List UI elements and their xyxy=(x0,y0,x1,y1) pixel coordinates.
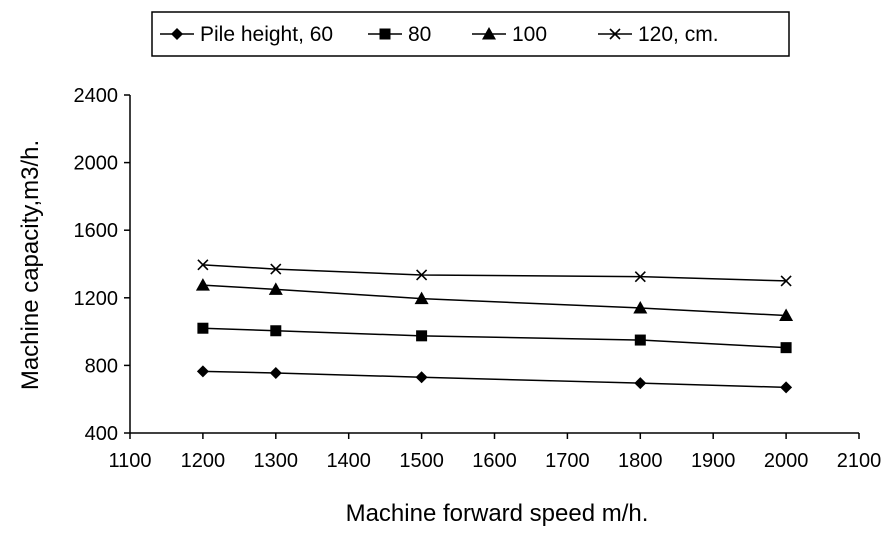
axes xyxy=(129,95,859,434)
data-point-x xyxy=(780,275,792,287)
legend-marker-triangle xyxy=(482,27,496,40)
data-point-x xyxy=(634,271,646,283)
legend: Pile height, 60 80 100 120, cm. xyxy=(151,11,790,57)
legend-item: 80 xyxy=(368,23,431,46)
x-tick-label: 1900 xyxy=(691,450,736,472)
data-point-triangle xyxy=(195,278,210,291)
legend-marker-square xyxy=(379,28,391,40)
data-point-diamond xyxy=(634,377,647,390)
data-point-square xyxy=(270,325,282,337)
series-line xyxy=(202,327,787,349)
legend-marker-x xyxy=(609,28,621,40)
legend-label: Pile height, 60 xyxy=(200,23,333,46)
data-point-square xyxy=(416,330,428,342)
legend-label: 80 xyxy=(408,23,431,46)
y-tick-label: 1600 xyxy=(74,220,119,242)
series-1 xyxy=(196,365,793,394)
series-2 xyxy=(197,322,792,354)
data-point-triangle xyxy=(779,308,794,322)
data-point-square xyxy=(197,322,209,334)
legend-label: 100 xyxy=(512,23,547,46)
x-tick-label: 1100 xyxy=(108,450,151,472)
data-point-diamond xyxy=(415,371,428,384)
data-point-triangle xyxy=(633,300,648,314)
data-point-triangle xyxy=(268,282,283,295)
y-tick-label: 2400 xyxy=(74,85,119,107)
y-tick-label: 400 xyxy=(85,423,118,445)
series-line xyxy=(202,284,787,317)
data-point-square xyxy=(634,334,646,346)
x-tick-label: 2000 xyxy=(764,450,809,472)
x-tick-label: 1500 xyxy=(399,450,444,472)
x-tick-label: 1700 xyxy=(545,450,590,472)
y-axis-title: Machine capacity,m3/h. xyxy=(17,140,44,390)
series-line xyxy=(202,264,787,282)
legend-item: 120, cm. xyxy=(598,23,719,46)
x-tick-label: 1600 xyxy=(472,450,517,472)
series-3 xyxy=(195,278,794,322)
x-tick-label: 1200 xyxy=(181,450,226,472)
legend-box xyxy=(151,11,790,57)
x-tick-label: 1800 xyxy=(618,450,663,472)
data-point-diamond xyxy=(780,381,793,394)
x-axis-title: Machine forward speed m/h. xyxy=(346,500,649,527)
y-tick-label: 800 xyxy=(85,355,118,377)
data-point-x xyxy=(197,259,209,271)
legend-marker-diamond xyxy=(171,28,183,40)
series-4 xyxy=(197,259,792,287)
series-line xyxy=(202,370,787,389)
data-point-x xyxy=(416,269,428,281)
data-point-square xyxy=(780,342,792,354)
data-point-diamond xyxy=(269,367,282,380)
data-point-diamond xyxy=(196,365,209,378)
x-tick-label: 1400 xyxy=(326,450,371,472)
data-point-triangle xyxy=(414,291,429,305)
x-tick-label: 1300 xyxy=(254,450,299,472)
legend-item: 100 xyxy=(472,23,547,46)
data-point-x xyxy=(270,263,282,275)
y-tick-label: 1200 xyxy=(74,288,119,310)
legend-label: 120, cm. xyxy=(638,23,719,46)
y-tick-label: 2000 xyxy=(74,153,119,175)
legend-item: Pile height, 60 xyxy=(160,23,333,46)
x-tick-label: 2100 xyxy=(837,450,882,472)
